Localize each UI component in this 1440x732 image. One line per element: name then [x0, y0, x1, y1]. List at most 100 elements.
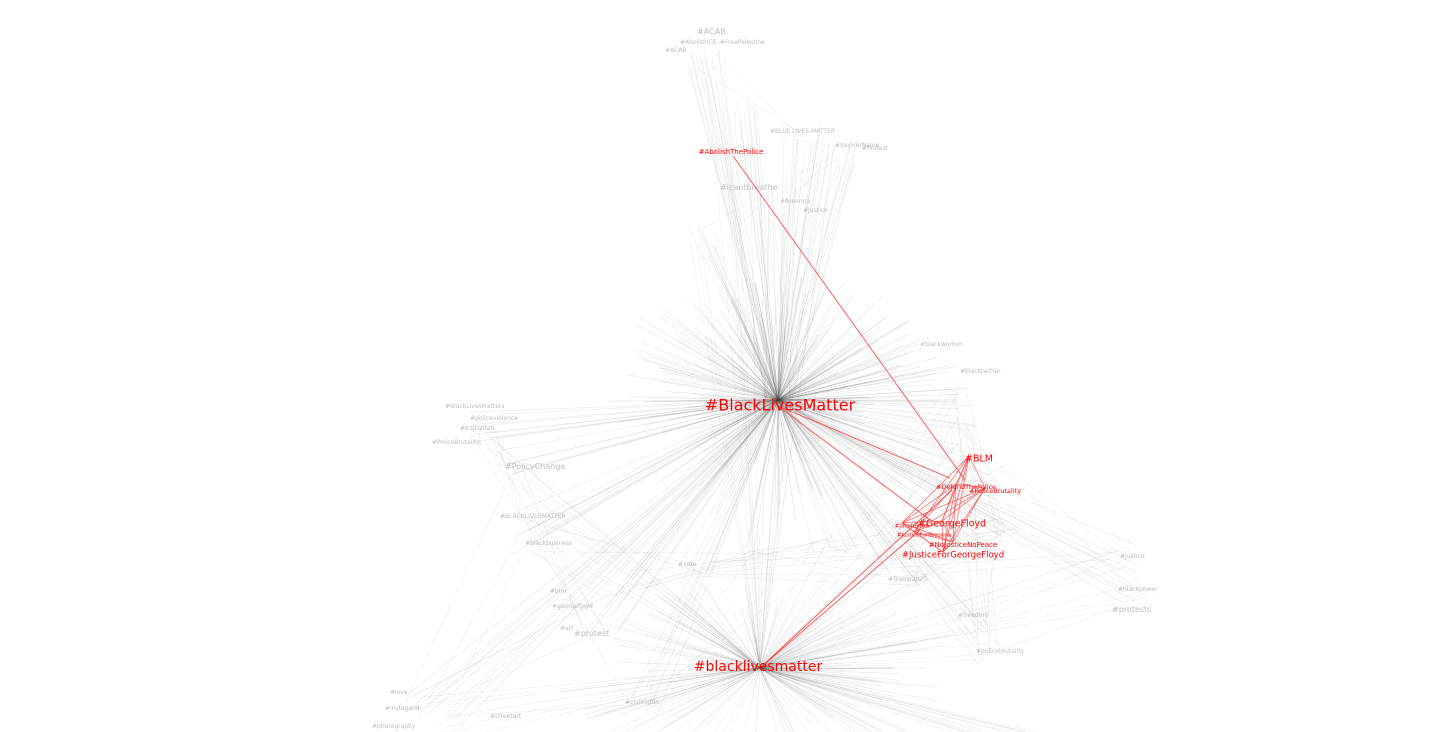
background-edge [759, 667, 882, 732]
background-edge [771, 140, 835, 203]
hub-spoke-edge [759, 667, 814, 726]
hub-spoke-edge [777, 399, 808, 453]
node-label-blm-short[interactable]: #BLM [965, 454, 993, 465]
background-edge [446, 399, 779, 714]
hub-spoke-edge [714, 332, 779, 401]
hub-spoke-edge [625, 374, 779, 401]
background-edge [697, 555, 889, 575]
background-edge [777, 383, 933, 401]
node-label-brutality[interactable]: #PoliceBrutality [969, 487, 1021, 495]
node-label-blm-lower[interactable]: #blacklivesmatter [694, 659, 823, 675]
highlighted-edge [942, 455, 970, 553]
background-edge [700, 556, 751, 564]
background-edge [777, 399, 993, 630]
background-edge [619, 590, 761, 669]
background-edge [489, 399, 779, 434]
background-edge [921, 571, 986, 654]
node-label-abolish[interactable]: #AbolishThePolice [699, 148, 764, 156]
background-edge [951, 420, 1135, 589]
background-edge [759, 667, 786, 732]
background-edge [759, 520, 1025, 669]
hub-spoke-edge [759, 667, 939, 702]
hub-spoke-edge [759, 667, 833, 718]
background-edge [949, 424, 1005, 547]
background-edge [791, 135, 860, 401]
background-edge [777, 399, 985, 462]
hub-spoke-edge [752, 330, 779, 401]
node-label-defund[interactable]: #DefundThePolice [936, 483, 996, 491]
hub-spoke-edge [777, 399, 836, 424]
node-label-jgfloyd[interactable]: #JusticeForGeorgeFloyd [902, 551, 1004, 561]
hub-spoke-edge [759, 667, 847, 674]
background-edge [965, 422, 1001, 535]
hub-spoke-edge [731, 300, 779, 401]
background-edge [912, 478, 1011, 589]
hub-spoke-edge [710, 625, 761, 669]
background-edge [759, 659, 985, 669]
background-edge [759, 667, 905, 732]
background-edge [777, 399, 958, 410]
node-label-blm-title[interactable]: #BlackLivesMatter [705, 396, 856, 415]
hub-spoke-edge [731, 325, 779, 401]
background-edge [759, 201, 793, 669]
highlighted-edge [942, 541, 954, 553]
background-edge [876, 377, 965, 569]
background-node-label: #blm [550, 588, 567, 595]
background-edge [777, 399, 890, 574]
background-edge [537, 524, 691, 565]
background-edge [718, 49, 761, 669]
background-edge [777, 155, 853, 401]
background-node-label: #Trump2020 [888, 576, 927, 583]
background-edge [759, 667, 912, 732]
hub-spoke-edge [642, 359, 779, 401]
hub-spoke-edge [682, 399, 779, 499]
background-edge [607, 538, 829, 592]
node-label-gfloyd[interactable]: #GeorgeFloyd [918, 519, 986, 530]
background-edge [777, 200, 790, 401]
background-edge [439, 730, 450, 732]
hub-spoke-edge [681, 667, 761, 718]
background-edge [700, 58, 779, 401]
background-edge [759, 458, 981, 669]
hub-spoke-edge [741, 340, 779, 401]
hub-spoke-edge [677, 321, 779, 401]
background-edge [535, 520, 588, 637]
background-node-label: #ACAB [697, 27, 726, 36]
hub-spoke-edge [777, 397, 869, 401]
background-edge [759, 542, 812, 669]
background-edge [759, 667, 1006, 732]
node-label-jacob[interactable]: #JacobBlake [895, 524, 930, 530]
hub-spoke-edge [759, 667, 838, 679]
background-edge [759, 667, 1010, 732]
background-edge [1121, 567, 1146, 590]
background-edge [984, 540, 991, 643]
background-edge [515, 399, 779, 472]
hub-spoke-edge [671, 399, 779, 474]
background-edge [964, 386, 1008, 546]
background-edge [540, 538, 761, 669]
node-label-jbreonna[interactable]: #JusticeForBreonna [897, 533, 951, 539]
background-edge [759, 667, 974, 732]
background-edge [714, 667, 761, 732]
background-edge [869, 416, 959, 567]
background-edge [658, 667, 761, 732]
background-edge [713, 245, 779, 401]
background-edge [777, 161, 855, 401]
background-edge [688, 63, 779, 401]
highlighted-edge [941, 520, 944, 553]
background-edge [640, 667, 761, 732]
background-edge [442, 551, 524, 719]
hub-spoke-edge [759, 583, 847, 669]
background-edge [777, 399, 918, 584]
background-edge [639, 542, 761, 705]
hub-spoke-edge [777, 399, 848, 422]
background-edge [702, 231, 779, 401]
hub-spoke-edge [690, 659, 761, 669]
background-edge [746, 103, 756, 121]
hub-spoke-edge [702, 399, 779, 495]
node-label-njnp[interactable]: #NoJusticeNoPeace [929, 541, 998, 549]
hub-spoke-edge [656, 667, 761, 684]
background-edge [759, 550, 1116, 669]
